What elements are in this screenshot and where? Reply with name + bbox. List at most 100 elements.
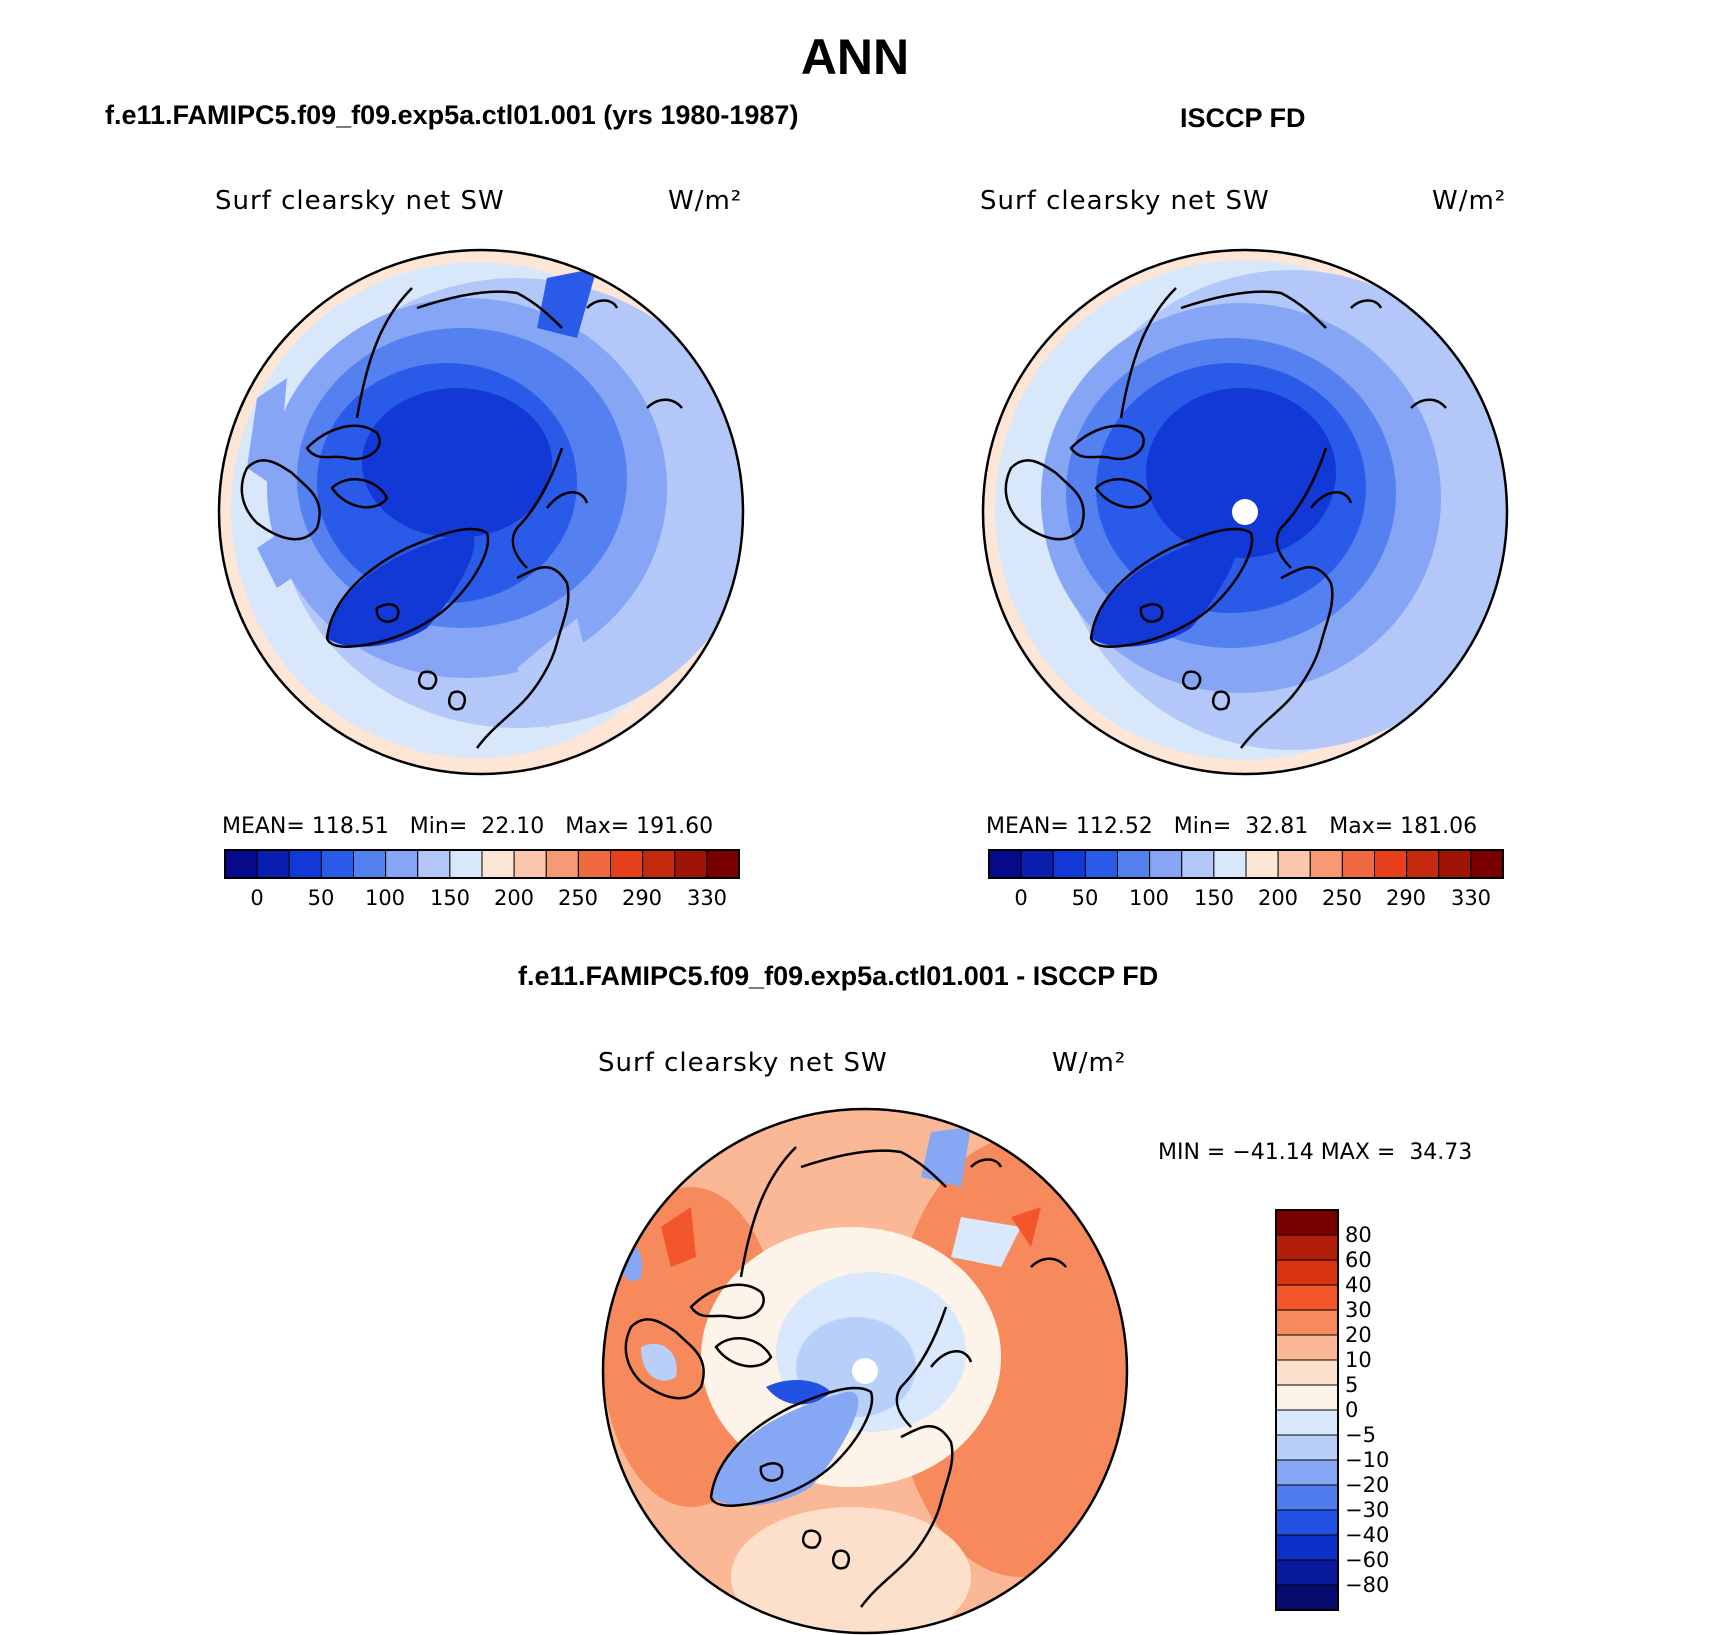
colorbar-swatch <box>1275 1509 1339 1536</box>
colorbar-border <box>988 849 1504 879</box>
diff-tick-neg60: −60 <box>1345 1548 1390 1572</box>
colorbar-swatch <box>385 849 419 879</box>
obs-colorbar-ticks: 0 50 100 150 200 250 290 330 <box>989 886 1503 912</box>
diff-min-label: MIN = <box>1158 1140 1226 1165</box>
diff-stats: MIN = −41.14 MAX = 34.73 <box>1158 1140 1472 1165</box>
diff-tick-neg80: −80 <box>1345 1573 1390 1597</box>
diff-colorbar <box>1275 1209 1339 1611</box>
obs-tick-250: 250 <box>1321 886 1363 910</box>
model-tick-250: 250 <box>557 886 599 910</box>
obs-max-label: Max= <box>1329 814 1394 839</box>
diff-tick-5: 5 <box>1345 1373 1359 1397</box>
colorbar-swatch <box>449 849 483 879</box>
model-tick-100: 100 <box>364 886 406 910</box>
model-units-label: W/m² <box>668 186 743 216</box>
diff-tick-20: 20 <box>1345 1323 1372 1347</box>
model-tick-50: 50 <box>307 886 335 910</box>
colorbar-swatch <box>1084 849 1118 879</box>
colorbar-swatch <box>1245 849 1279 879</box>
colorbar-swatch <box>1149 849 1183 879</box>
colorbar-swatch <box>1275 1209 1339 1236</box>
obs-tick-100: 100 <box>1128 886 1170 910</box>
colorbar-swatch <box>1275 1534 1339 1561</box>
diff-tick-neg40: −40 <box>1345 1523 1390 1547</box>
diff-tick-40: 40 <box>1345 1273 1372 1297</box>
colorbar-swatch <box>1117 849 1151 879</box>
model-tick-200: 200 <box>493 886 535 910</box>
obs-max-value: 181.06 <box>1400 814 1478 839</box>
colorbar-swatch <box>1275 1259 1339 1286</box>
obs-mean-label: MEAN= <box>986 814 1069 839</box>
obs-units-label: W/m² <box>1432 186 1507 216</box>
model-tick-330: 330 <box>686 886 728 910</box>
model-tick-150: 150 <box>429 886 471 910</box>
colorbar-swatch <box>1438 849 1472 879</box>
colorbar-swatch <box>353 849 387 879</box>
colorbar-swatch <box>1275 1434 1339 1461</box>
colorbar-swatch <box>1406 849 1440 879</box>
colorbar-swatch <box>706 849 740 879</box>
obs-case-title: ISCCP FD <box>1180 103 1306 133</box>
model-case-title: f.e11.FAMIPC5.f09_f09.exp5a.ctl01.001 (y… <box>105 100 799 130</box>
colorbar-swatch <box>224 849 258 879</box>
colorbar-border <box>224 849 740 879</box>
diff-tick-30: 30 <box>1345 1298 1372 1322</box>
diff-max-label: MAX = <box>1320 1140 1396 1165</box>
diff-units-label: W/m² <box>1052 1048 1127 1078</box>
model-min-label: Min= <box>409 814 468 839</box>
obs-tick-0: 0 <box>1014 886 1028 910</box>
diff-tick-neg5: −5 <box>1345 1423 1376 1447</box>
colorbar-swatch <box>513 849 547 879</box>
colorbar-swatch <box>988 849 1022 879</box>
colorbar-swatch <box>1275 1584 1339 1611</box>
model-min-value: 22.10 <box>481 814 545 839</box>
colorbar-swatch <box>1275 1359 1339 1386</box>
model-max-label: Max= <box>565 814 630 839</box>
colorbar-swatch <box>417 849 451 879</box>
colorbar-swatch <box>1275 1284 1339 1311</box>
obs-tick-330: 330 <box>1450 886 1492 910</box>
diff-tick-80: 80 <box>1345 1223 1372 1247</box>
diff-case-title: f.e11.FAMIPC5.f09_f09.exp5a.ctl01.001 - … <box>518 961 1159 991</box>
diff-min-value: −41.14 <box>1232 1140 1314 1165</box>
model-colorbar <box>224 849 740 879</box>
colorbar-swatch <box>577 849 611 879</box>
obs-tick-50: 50 <box>1071 886 1099 910</box>
diff-variable-label: Surf clearsky net SW <box>598 1048 888 1078</box>
colorbar-swatch <box>610 849 644 879</box>
colorbar-swatch <box>1275 1484 1339 1511</box>
diff-tick-neg30: −30 <box>1345 1498 1390 1522</box>
model-polar-map <box>217 248 745 776</box>
colorbar-swatch <box>1181 849 1215 879</box>
colorbar-swatch <box>1341 849 1375 879</box>
diff-tick-neg20: −20 <box>1345 1473 1390 1497</box>
obs-tick-200: 200 <box>1257 886 1299 910</box>
diff-max-value: 34.73 <box>1409 1140 1473 1165</box>
colorbar-swatch <box>1470 849 1504 879</box>
colorbar-swatch <box>1052 849 1086 879</box>
model-tick-290: 290 <box>621 886 663 910</box>
diff-tick-10: 10 <box>1345 1348 1372 1372</box>
model-mean-label: MEAN= <box>222 814 305 839</box>
colorbar-swatch <box>1275 1234 1339 1261</box>
obs-tick-290: 290 <box>1385 886 1427 910</box>
colorbar-swatch <box>1020 849 1054 879</box>
obs-min-label: Min= <box>1173 814 1232 839</box>
colorbar-swatch <box>1275 1334 1339 1361</box>
colorbar-swatch <box>1275 1459 1339 1486</box>
colorbar-swatch <box>1213 849 1247 879</box>
diff-polar-map <box>601 1107 1129 1635</box>
colorbar-swatch <box>674 849 708 879</box>
obs-min-value: 32.81 <box>1245 814 1309 839</box>
page-title: ANN <box>800 29 910 85</box>
colorbar-swatch <box>1309 849 1343 879</box>
colorbar-swatch <box>545 849 579 879</box>
model-colorbar-ticks: 0 50 100 150 200 250 290 330 <box>225 886 739 912</box>
obs-polar-map <box>981 248 1509 776</box>
colorbar-border <box>1275 1209 1339 1611</box>
obs-tick-150: 150 <box>1193 886 1235 910</box>
diff-tick-60: 60 <box>1345 1248 1372 1272</box>
colorbar-swatch <box>1275 1384 1339 1411</box>
obs-variable-label: Surf clearsky net SW <box>980 186 1270 216</box>
colorbar-swatch <box>1277 849 1311 879</box>
